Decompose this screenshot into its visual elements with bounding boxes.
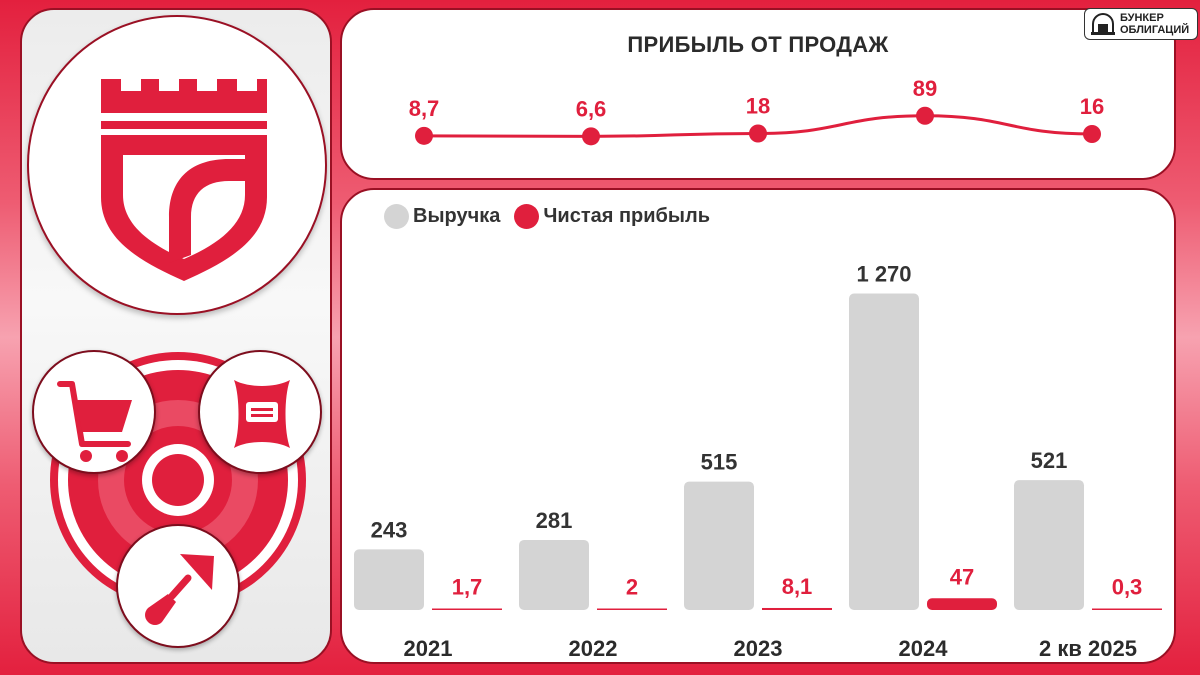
net-profit-bar bbox=[762, 607, 832, 610]
brand-badge: БУНКЕР ОБЛИГАЦИЙ bbox=[1084, 8, 1198, 40]
net-profit-bar bbox=[927, 598, 997, 610]
revenue-profit-panel: Выручка Чистая прибыль 243 1,7 2021 281 2 202… bbox=[340, 188, 1176, 664]
revenue-value-label: 515 bbox=[701, 450, 738, 475]
sales-profit-point bbox=[582, 127, 600, 146]
sales-profit-title: ПРИБЫЛЬ ОТ ПРОДАЖ bbox=[627, 32, 889, 57]
sales-profit-line-chart: 8,7 6,6 18 89 16 bbox=[409, 76, 1104, 146]
legend-revenue-swatch bbox=[384, 204, 409, 229]
legend-net-profit-label: Чистая прибыль bbox=[543, 205, 710, 227]
cart-circle bbox=[32, 350, 156, 474]
revenue-bar bbox=[1014, 480, 1084, 610]
sales-profit-value-label: 18 bbox=[746, 94, 770, 119]
revenue-value-label: 243 bbox=[371, 517, 408, 542]
revenue-value-label: 1 270 bbox=[856, 261, 911, 286]
sales-profit-point bbox=[1083, 125, 1101, 143]
chart-legend: Выручка Чистая прибыль bbox=[384, 204, 710, 229]
sales-profit-value-label: 16 bbox=[1080, 94, 1104, 119]
revenue-value-label: 521 bbox=[1031, 448, 1068, 473]
revenue-value-label: 281 bbox=[536, 508, 573, 533]
sales-profit-point bbox=[749, 124, 767, 143]
legend-revenue-label: Выручка bbox=[413, 205, 501, 227]
net-profit-bar bbox=[1092, 608, 1162, 610]
trowel-icon bbox=[145, 554, 214, 625]
sales-profit-value-label: 6,6 bbox=[576, 96, 607, 121]
category-label: 2023 bbox=[734, 636, 783, 661]
net-profit-bar bbox=[432, 608, 502, 610]
net-profit-value-label: 8,1 bbox=[782, 574, 813, 599]
bunker-icon bbox=[1091, 12, 1115, 35]
logo-circle bbox=[27, 15, 327, 315]
category-label: 2021 bbox=[404, 636, 453, 661]
net-profit-value-label: 2 bbox=[626, 575, 638, 600]
sack-icon bbox=[234, 380, 290, 448]
revenue-bar bbox=[849, 293, 919, 610]
revenue-bar bbox=[684, 481, 754, 610]
trowel-circle bbox=[116, 524, 240, 648]
category-label: 2 кв 2025 bbox=[1039, 636, 1137, 661]
revenue-profit-bar-chart: 243 1,7 2021 281 2 2022 515 8,1 2023 1 270 47 2024 5… bbox=[354, 261, 1162, 661]
net-profit-value-label: 47 bbox=[950, 564, 974, 589]
category-label: 2024 bbox=[899, 636, 949, 661]
brand-line1: БУНКЕР bbox=[1120, 12, 1164, 24]
net-profit-value-label: 1,7 bbox=[452, 575, 483, 600]
company-panel bbox=[20, 8, 332, 664]
category-label: 2022 bbox=[569, 636, 618, 661]
sales-profit-value-label: 8,7 bbox=[409, 96, 440, 121]
sales-profit-panel: ПРИБЫЛЬ ОТ ПРОДАЖ 8,7 6,6 18 89 16 bbox=[340, 8, 1176, 180]
shopping-cart-icon bbox=[57, 381, 132, 462]
sack-circle bbox=[198, 350, 322, 474]
legend-revenue: Выручка bbox=[384, 204, 500, 229]
fortress-shield-logo-icon bbox=[101, 79, 267, 281]
revenue-bar bbox=[354, 549, 424, 610]
net-profit-bar bbox=[597, 608, 667, 610]
legend-net-profit: Чистая прибыль bbox=[514, 204, 710, 229]
sales-profit-point bbox=[415, 126, 433, 145]
brand-text: БУНКЕР ОБЛИГАЦИЙ bbox=[1120, 12, 1189, 36]
sales-profit-value-label: 89 bbox=[913, 76, 937, 101]
sales-profit-point bbox=[916, 106, 934, 125]
brand-line2: ОБЛИГАЦИЙ bbox=[1120, 24, 1190, 36]
activity-icons bbox=[22, 340, 330, 662]
revenue-bar bbox=[519, 539, 589, 610]
net-profit-value-label: 0,3 bbox=[1112, 575, 1143, 600]
legend-net-profit-swatch bbox=[514, 204, 540, 229]
